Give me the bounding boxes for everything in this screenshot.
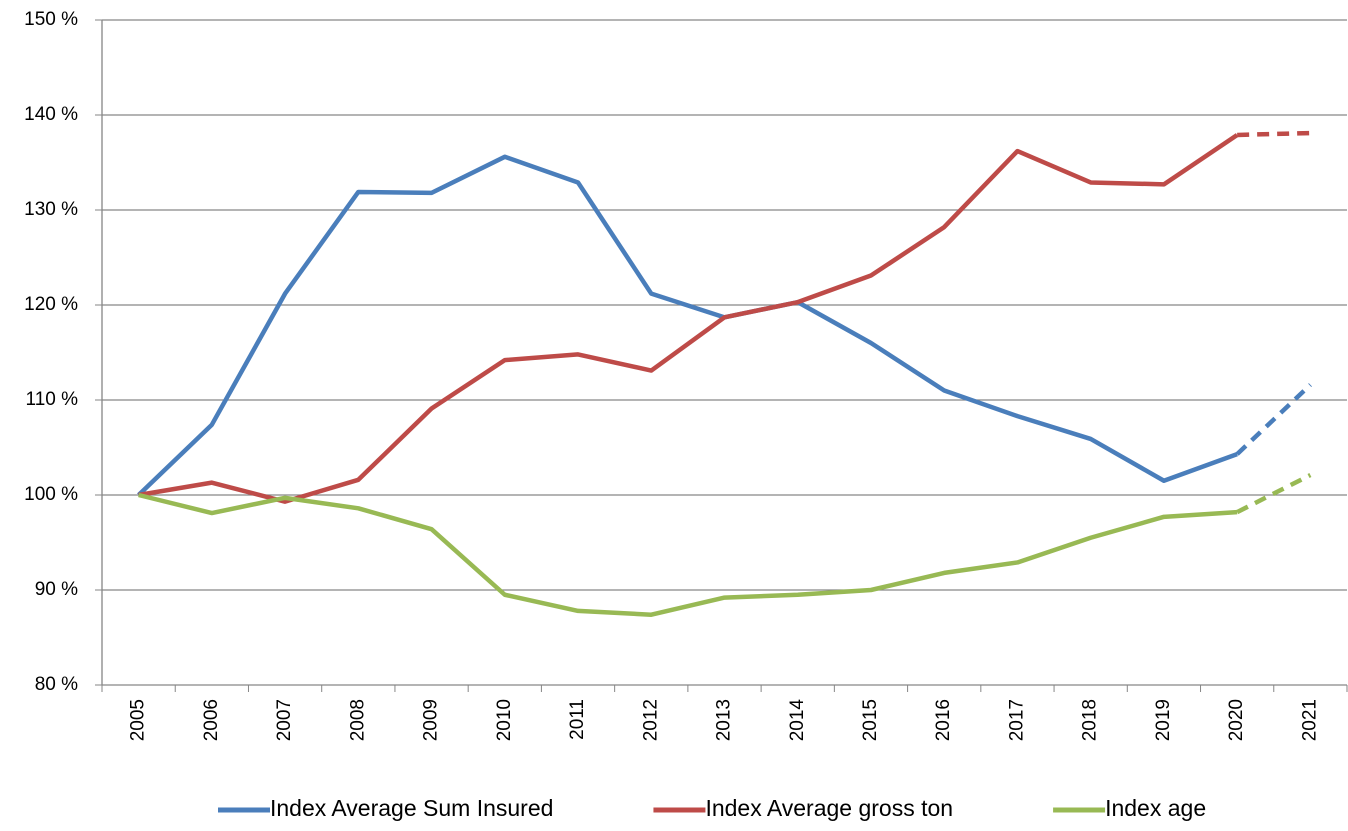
x-tick-label: 2006 [201,699,222,741]
legend-label: Index Average gross ton [705,795,953,821]
x-tick-label: 2008 [347,699,368,741]
legend-label: Index Average Sum Insured [270,795,553,821]
x-tick-label: 2021 [1299,699,1320,741]
x-tick-label: 2015 [860,699,881,741]
x-tick-label: 2013 [714,699,735,741]
series-line-dashed [1237,130,1311,138]
x-tick-label: 2005 [128,699,149,741]
series-line [138,133,1239,504]
series-line [137,154,1238,497]
y-tick-label: 80 % [35,674,78,695]
x-tick-label: 2016 [933,699,954,741]
y-tick-label: 100 % [24,484,78,505]
x-tick-label: 2017 [1006,699,1027,741]
x-tick-label: 2012 [640,699,661,741]
x-tick-label: 2009 [421,699,442,741]
x-tick-label: 2019 [1153,699,1174,741]
y-tick-label: 130 % [24,199,78,220]
y-tick-label: 120 % [24,294,78,315]
series-line [138,492,1238,617]
y-tick-label: 90 % [35,579,78,600]
x-tick-label: 2020 [1226,699,1247,741]
x-tick-label: 2007 [274,699,295,741]
y-tick-label: 140 % [24,104,78,125]
x-tick-label: 2014 [787,699,808,742]
legend-label: Index age [1105,795,1206,821]
y-tick-label: 150 % [24,9,78,30]
series-line-dashed [1235,383,1312,456]
series-line-dashed [1236,473,1312,515]
y-tick-label: 110 % [26,389,79,410]
x-tick-label: 2010 [494,699,515,741]
x-tick-label: 2011 [567,699,588,740]
x-tick-label: 2018 [1080,699,1101,741]
legend: Index Average Sum Insured Index Average g… [218,795,1206,821]
